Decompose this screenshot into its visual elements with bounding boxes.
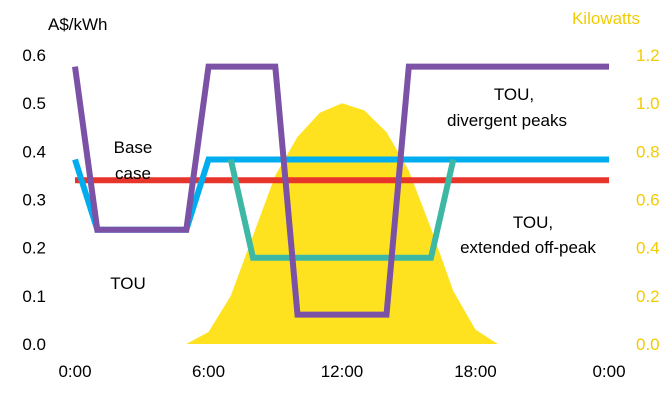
extended-label-line1: TOU, bbox=[513, 213, 553, 232]
x-tick-labels: 0:00 6:00 12:00 18:00 0:00 bbox=[58, 362, 625, 381]
y-right-tick-label: 0.8 bbox=[636, 142, 660, 161]
y-left-tick-label: 0.2 bbox=[22, 239, 46, 258]
tou-label: TOU bbox=[110, 274, 146, 293]
x-tick-label: 12:00 bbox=[321, 362, 364, 381]
series-line-divergent bbox=[72, 63, 609, 318]
y-left-tick-label: 0.4 bbox=[22, 142, 46, 161]
series-line-extended bbox=[227, 158, 457, 261]
divergent-label-line1: TOU, bbox=[494, 85, 534, 104]
solar-area-layer bbox=[75, 103, 609, 344]
price-lines-layer bbox=[72, 63, 609, 318]
y-right-tick-label: 0.2 bbox=[636, 287, 660, 306]
y-right-tick-label: 1.2 bbox=[636, 46, 660, 65]
y-left-tick-label: 0.0 bbox=[22, 335, 46, 354]
x-tick-label: 0:00 bbox=[58, 362, 91, 381]
extended-label-line2: extended off-peak bbox=[460, 238, 596, 257]
y-right-tick-label: 0.6 bbox=[636, 191, 660, 210]
y-left-tick-label: 0.5 bbox=[22, 94, 46, 113]
divergent-label-line2: divergent peaks bbox=[447, 111, 567, 130]
y-right-axis-title: Kilowatts bbox=[572, 9, 640, 28]
y-right-tick-label: 0.0 bbox=[636, 335, 660, 354]
y-right-tick-labels: 0.0 0.2 0.4 0.6 0.8 1.0 1.2 bbox=[636, 46, 660, 354]
y-left-tick-labels: 0.0 0.1 0.2 0.3 0.4 0.5 0.6 bbox=[22, 46, 46, 354]
base-case-label-line2: case bbox=[115, 164, 151, 183]
y-left-axis-title: A$/kWh bbox=[48, 15, 108, 34]
x-tick-label: 0:00 bbox=[592, 362, 625, 381]
y-left-tick-label: 0.1 bbox=[22, 287, 46, 306]
solar-generation-area bbox=[75, 103, 609, 344]
y-right-tick-label: 0.4 bbox=[636, 239, 660, 258]
y-left-tick-label: 0.6 bbox=[22, 46, 46, 65]
base-case-label-line1: Base bbox=[114, 138, 153, 157]
y-left-tick-label: 0.3 bbox=[22, 191, 46, 210]
x-tick-label: 18:00 bbox=[454, 362, 497, 381]
y-right-tick-label: 1.0 bbox=[636, 94, 660, 113]
x-tick-label: 6:00 bbox=[192, 362, 225, 381]
